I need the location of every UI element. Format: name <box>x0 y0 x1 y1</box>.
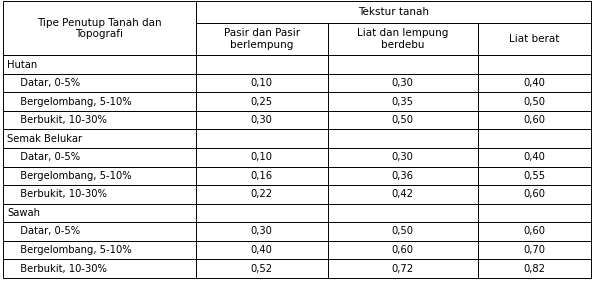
Bar <box>196 167 328 185</box>
Bar <box>328 55 478 74</box>
Bar <box>328 185 478 204</box>
Text: Tipe Penutup Tanah dan
Topografi: Tipe Penutup Tanah dan Topografi <box>37 18 162 39</box>
Text: 0,50: 0,50 <box>523 97 545 107</box>
Bar <box>478 241 591 259</box>
Bar <box>3 1 196 55</box>
Bar <box>3 259 196 278</box>
Bar <box>328 23 478 55</box>
Text: Hutan: Hutan <box>7 60 37 70</box>
Text: 0,36: 0,36 <box>391 171 413 181</box>
Text: Bergelombang, 5-10%: Bergelombang, 5-10% <box>14 97 131 107</box>
Text: 0,22: 0,22 <box>251 189 273 199</box>
Bar <box>3 185 196 204</box>
Text: 0,52: 0,52 <box>251 263 273 274</box>
Text: 0,16: 0,16 <box>251 171 273 181</box>
Bar <box>328 222 478 241</box>
Text: 0,40: 0,40 <box>523 152 545 162</box>
Text: Liat dan lempung
berdebu: Liat dan lempung berdebu <box>357 28 448 50</box>
Text: 0,30: 0,30 <box>391 78 413 88</box>
Bar <box>328 259 478 278</box>
Text: 0,10: 0,10 <box>251 152 273 162</box>
Bar <box>196 74 328 92</box>
Bar <box>328 74 478 92</box>
Bar <box>3 204 196 222</box>
Text: 0,60: 0,60 <box>523 115 545 125</box>
Text: 0,30: 0,30 <box>251 226 273 237</box>
Bar <box>478 148 591 167</box>
Text: Berbukit, 10-30%: Berbukit, 10-30% <box>14 263 106 274</box>
Bar <box>478 111 591 129</box>
Text: 0,50: 0,50 <box>391 115 413 125</box>
Bar <box>196 129 328 148</box>
Text: 0,82: 0,82 <box>523 263 545 274</box>
Bar <box>3 111 196 129</box>
Text: 0,35: 0,35 <box>391 97 413 107</box>
Bar <box>478 92 591 111</box>
Text: 0,10: 0,10 <box>251 78 273 88</box>
Bar <box>328 111 478 129</box>
Bar <box>478 55 591 74</box>
Bar <box>3 129 196 148</box>
Bar <box>196 55 328 74</box>
Text: 0,42: 0,42 <box>391 189 413 199</box>
Text: 0,60: 0,60 <box>391 245 413 255</box>
Bar <box>196 1 591 23</box>
Text: Datar, 0-5%: Datar, 0-5% <box>14 226 80 237</box>
Text: 0,72: 0,72 <box>391 263 414 274</box>
Bar <box>3 74 196 92</box>
Bar <box>328 167 478 185</box>
Bar <box>328 204 478 222</box>
Bar <box>3 167 196 185</box>
Bar <box>478 129 591 148</box>
Bar <box>328 148 478 167</box>
Bar <box>196 23 328 55</box>
Bar <box>478 167 591 185</box>
Text: 0,50: 0,50 <box>391 226 413 237</box>
Bar <box>3 92 196 111</box>
Text: Liat berat: Liat berat <box>509 34 560 44</box>
Bar <box>196 111 328 129</box>
Bar <box>478 222 591 241</box>
Bar <box>328 241 478 259</box>
Bar <box>196 185 328 204</box>
Bar <box>478 259 591 278</box>
Bar <box>478 74 591 92</box>
Text: Tekstur tanah: Tekstur tanah <box>358 7 429 17</box>
Bar <box>3 55 196 74</box>
Text: Sawah: Sawah <box>7 208 40 218</box>
Bar <box>196 92 328 111</box>
Text: Semak Belukar: Semak Belukar <box>7 134 82 144</box>
Bar <box>3 222 196 241</box>
Bar <box>196 241 328 259</box>
Bar <box>196 204 328 222</box>
Text: Berbukit, 10-30%: Berbukit, 10-30% <box>14 189 106 199</box>
Bar <box>3 148 196 167</box>
Text: 0,30: 0,30 <box>251 115 273 125</box>
Bar <box>196 148 328 167</box>
Bar <box>196 259 328 278</box>
Bar <box>3 241 196 259</box>
Text: Datar, 0-5%: Datar, 0-5% <box>14 78 80 88</box>
Text: Bergelombang, 5-10%: Bergelombang, 5-10% <box>14 171 131 181</box>
Text: 0,30: 0,30 <box>391 152 413 162</box>
Bar <box>478 23 591 55</box>
Bar <box>478 204 591 222</box>
Bar <box>328 92 478 111</box>
Text: Bergelombang, 5-10%: Bergelombang, 5-10% <box>14 245 131 255</box>
Bar <box>196 222 328 241</box>
Text: 0,40: 0,40 <box>523 78 545 88</box>
Text: Datar, 0-5%: Datar, 0-5% <box>14 152 80 162</box>
Text: 0,70: 0,70 <box>523 245 545 255</box>
Text: 0,40: 0,40 <box>251 245 273 255</box>
Text: 0,25: 0,25 <box>251 97 273 107</box>
Bar <box>328 129 478 148</box>
Text: 0,55: 0,55 <box>523 171 545 181</box>
Bar <box>478 185 591 204</box>
Text: 0,60: 0,60 <box>523 189 545 199</box>
Text: 0,60: 0,60 <box>523 226 545 237</box>
Text: Pasir dan Pasir
berlempung: Pasir dan Pasir berlempung <box>224 28 300 50</box>
Text: Berbukit, 10-30%: Berbukit, 10-30% <box>14 115 106 125</box>
